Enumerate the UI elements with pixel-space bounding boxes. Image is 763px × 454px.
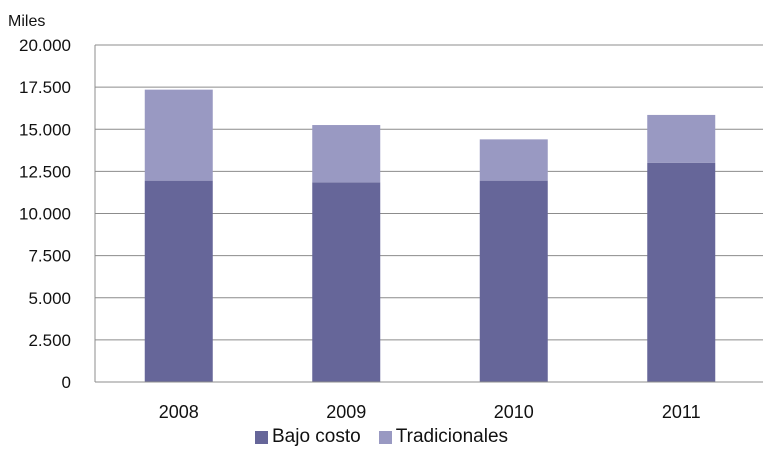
bar-2008-bajo-costo[interactable] bbox=[144, 180, 213, 382]
y-tick-label-8: 20.000 bbox=[19, 36, 71, 55]
y-tick-label-7: 17.500 bbox=[19, 78, 71, 97]
bar-2009-tradicionales[interactable] bbox=[312, 125, 381, 183]
bar-2011-bajo-costo[interactable] bbox=[647, 162, 716, 382]
legend-item-bajo-costo[interactable]: Bajo costo bbox=[254, 426, 361, 448]
y-tick-label-2: 5.000 bbox=[28, 289, 71, 308]
bar-2008-tradicionales[interactable] bbox=[144, 89, 213, 181]
bar-2011-tradicionales[interactable] bbox=[647, 114, 716, 163]
x-tick-label-2010: 2010 bbox=[494, 402, 534, 420]
y-tick-label-6: 15.000 bbox=[19, 120, 71, 139]
x-tick-label-2009: 2009 bbox=[326, 402, 366, 420]
x-tick-labels: 2008 2009 2010 2011 bbox=[159, 402, 701, 422]
unit-label: Miles bbox=[8, 13, 45, 30]
legend-label-tradicionales: Tradicionales bbox=[395, 426, 509, 447]
y-tick-label-1: 2.500 bbox=[28, 331, 71, 350]
stacked-bar-chart: Miles 0 2.500 5.000 7.500 10.000 12.500 15.000… bbox=[8, 13, 763, 422]
legend-label-bajo-costo: Bajo costo bbox=[271, 426, 361, 447]
legend: Bajo costo Tradicionales bbox=[0, 426, 763, 448]
axes bbox=[94, 45, 763, 383]
x-tick-label-2008: 2008 bbox=[159, 402, 199, 420]
y-tick-label-5: 12.500 bbox=[19, 162, 71, 181]
legend-item-tradicionales[interactable]: Tradicionales bbox=[378, 426, 509, 448]
legend-swatch-bajo-costo bbox=[254, 430, 268, 444]
bar-2010-tradicionales[interactable] bbox=[479, 139, 548, 181]
legend-swatch-tradicionales bbox=[378, 430, 392, 444]
y-tick-label-3: 7.500 bbox=[28, 247, 71, 266]
y-tick-labels: 0 2.500 5.000 7.500 10.000 12.500 15.000 17.500… bbox=[19, 36, 71, 392]
x-tick-label-2011: 2011 bbox=[662, 402, 701, 420]
y-tick-label-0: 0 bbox=[62, 373, 71, 392]
bar-2009-bajo-costo[interactable] bbox=[312, 182, 381, 382]
bar-2010-bajo-costo[interactable] bbox=[479, 180, 548, 382]
y-tick-label-4: 10.000 bbox=[19, 205, 71, 224]
bars bbox=[144, 89, 716, 382]
